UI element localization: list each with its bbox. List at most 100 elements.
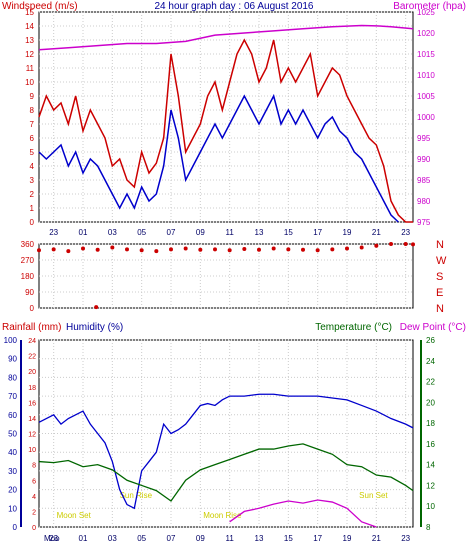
direction-point	[51, 247, 56, 252]
humidity-tick-label: 80	[8, 373, 17, 382]
humidity-tick-label: 10	[8, 504, 17, 513]
rise-set-label: Sun Rise	[120, 491, 153, 500]
baro-tick-label: 975	[417, 218, 431, 227]
x-tick-label: 23	[49, 534, 58, 543]
x-tick-label: 21	[372, 534, 381, 543]
direction-point	[242, 246, 247, 251]
wind-tick-label: 11	[26, 64, 35, 73]
direction-tick-label: 0	[30, 304, 35, 313]
x-tick-label: 09	[196, 534, 205, 543]
direction-point	[81, 246, 85, 251]
x-tick-label: 07	[167, 228, 176, 237]
humidity-tick-label: 100	[4, 336, 18, 345]
series-line	[38, 93, 399, 223]
humidity-tick-label: 90	[8, 355, 17, 364]
rain-tick-label: 18	[28, 385, 36, 392]
baro-tick-label: 1025	[417, 8, 435, 17]
baro-tick-label: 1020	[417, 29, 435, 38]
wind-tick-label: 13	[25, 36, 34, 45]
x-tick-label: 23	[401, 534, 410, 543]
x-tick-label: 03	[108, 534, 117, 543]
rain-tick-label: 6	[32, 478, 36, 485]
direction-point	[345, 246, 349, 251]
direction-tick-label: 360	[21, 240, 35, 249]
direction-point	[139, 248, 144, 253]
x-tick-label: 11	[226, 534, 235, 543]
direction-tick-label: 270	[21, 256, 35, 265]
direction-tick-label: 90	[25, 288, 34, 297]
humidity-tick-label: 50	[8, 430, 17, 439]
humidity-tick-label: 30	[8, 467, 17, 476]
x-tick-label: 17	[313, 534, 322, 543]
temperature-axis-title: Temperature (°C)	[315, 322, 392, 333]
direction-point	[389, 242, 393, 246]
direction-point	[411, 242, 415, 247]
baro-tick-label: 995	[417, 134, 431, 143]
direction-point	[227, 248, 232, 253]
wind-tick-label: 0	[30, 218, 35, 227]
x-tick-label: 03	[108, 228, 117, 237]
rain-tick-label: 2	[32, 509, 36, 516]
rise-set-label: Sun Set	[359, 491, 388, 500]
x-tick-label: 23	[49, 228, 58, 237]
temp-tick-label: 22	[426, 378, 435, 387]
wind-tick-label: 7	[30, 120, 35, 129]
x-tick-label: 09	[196, 228, 205, 237]
direction-point	[403, 242, 408, 246]
series-line	[229, 499, 377, 528]
temp-tick-label: 26	[426, 336, 435, 345]
wind-tick-label: 15	[25, 8, 34, 17]
rain-tick-label: 14	[28, 416, 36, 423]
temp-tick-label: 18	[426, 419, 435, 428]
direction-point	[359, 245, 364, 250]
temp-tick-label: 24	[426, 357, 435, 366]
baro-tick-label: 980	[417, 197, 431, 206]
baro-tick-label: 1005	[417, 92, 435, 101]
wind-axis-title: Windspeed (m/s)	[2, 1, 78, 12]
chart-title: 24 hour graph day : 06 August 2016	[154, 1, 313, 12]
temp-tick-label: 10	[426, 502, 435, 511]
rain-tick-label: 10	[28, 447, 36, 454]
temp-tick-label: 20	[426, 398, 435, 407]
baro-tick-label: 985	[417, 176, 431, 185]
rain-tick-label: 24	[28, 338, 36, 345]
direction-point	[110, 245, 115, 250]
series-line	[38, 24, 414, 51]
rain-tick-label: 0	[32, 525, 36, 532]
direction-point	[95, 247, 100, 252]
direction-point	[94, 305, 99, 310]
rainfall-axis-title: Rainfall (mm)	[2, 322, 61, 333]
x-tick-label: 11	[226, 228, 235, 237]
baro-tick-label: 1015	[417, 50, 435, 59]
humidity-tick-label: 60	[8, 411, 17, 420]
direction-point	[315, 248, 320, 253]
wind-tick-label: 4	[30, 162, 35, 171]
series-line	[38, 393, 414, 510]
wind-tick-label: 3	[30, 176, 35, 185]
x-tick-label: 23	[401, 228, 410, 237]
temp-tick-label: 16	[426, 440, 435, 449]
x-tick-label: 07	[167, 534, 176, 543]
direction-point	[198, 247, 203, 252]
x-tick-label: 19	[343, 534, 352, 543]
temp-tick-label: 8	[426, 523, 431, 532]
series-line	[38, 443, 414, 502]
x-tick-label: 13	[255, 534, 264, 543]
humidity-tick-label: 70	[8, 392, 17, 401]
compass-label: N	[436, 303, 444, 315]
humidity-axis-title: Humidity (%)	[66, 322, 123, 333]
baro-tick-label: 1000	[417, 113, 435, 122]
direction-point	[183, 246, 188, 251]
baro-tick-label: 990	[417, 155, 431, 164]
wind-tick-label: 12	[25, 50, 34, 59]
rain-tick-label: 16	[28, 400, 36, 407]
wind-tick-label: 6	[30, 134, 35, 143]
wind-tick-label: 8	[30, 106, 35, 115]
rain-tick-label: 4	[32, 494, 36, 501]
direction-point	[374, 243, 379, 248]
direction-point	[169, 247, 173, 252]
x-tick-label: 13	[255, 228, 264, 237]
compass-label: N	[436, 239, 444, 251]
wind-panel-frame	[38, 11, 414, 223]
